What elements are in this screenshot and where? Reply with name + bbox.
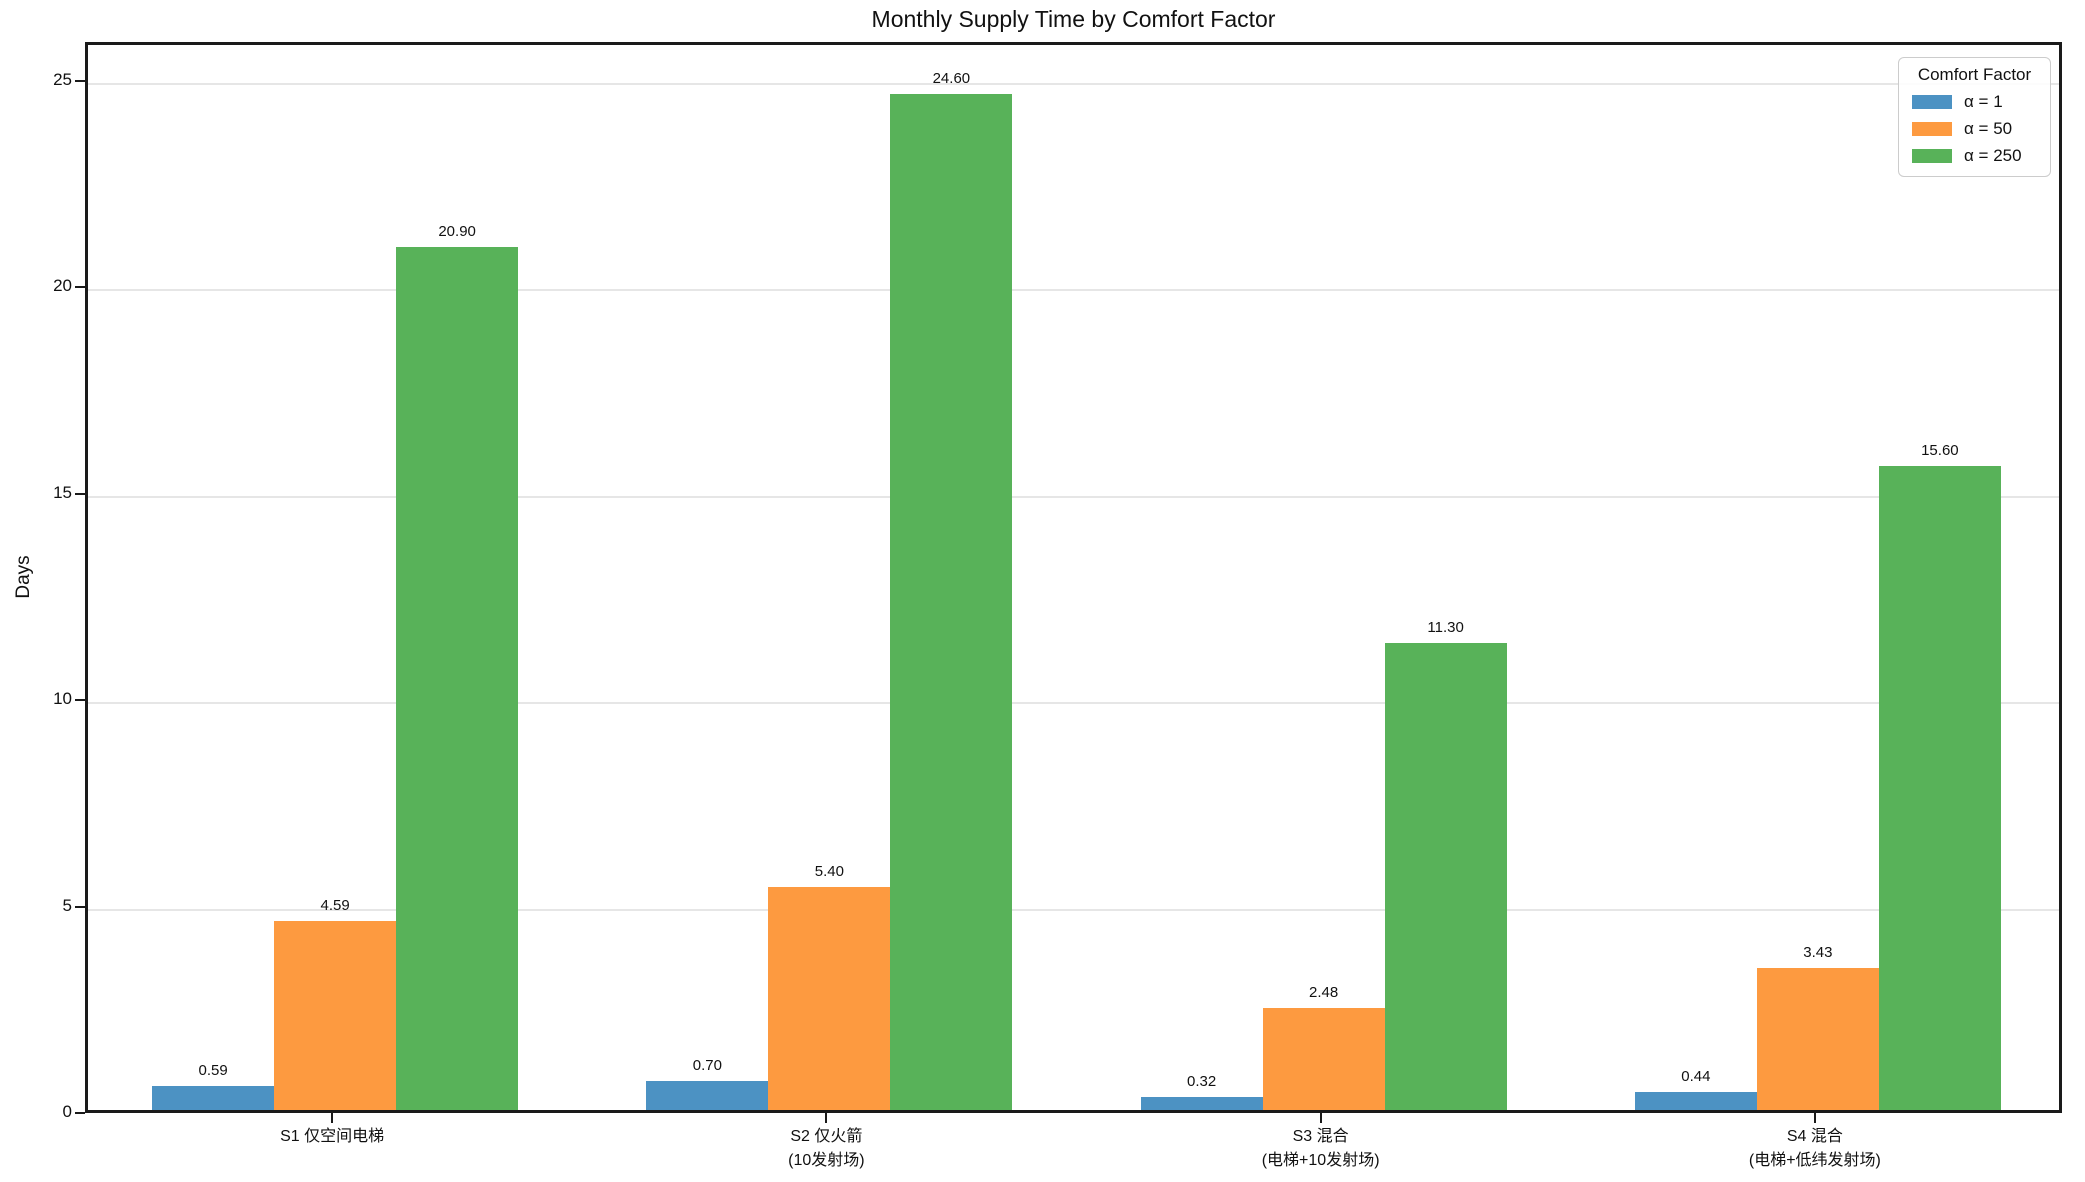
x-tick-mark-2: [825, 1113, 828, 1123]
bar-group3-series3: [1384, 643, 1507, 1110]
x-tick-mark-3: [1319, 1113, 1322, 1123]
bar-group1-series3: [396, 247, 519, 1110]
y-tick-label-10: 10: [53, 689, 72, 709]
y-tick-label-15: 15: [53, 482, 72, 502]
y-tick-mark-20: [75, 286, 85, 289]
legend-entry-3: α = 250: [1912, 146, 2037, 166]
legend: Comfort Factor α = 1 α = 50 α = 250: [1898, 57, 2051, 177]
y-tick-label-0: 0: [62, 1102, 72, 1121]
x-tick-label-4: S4 混合 (电梯+低纬发射场): [1565, 1125, 2065, 1173]
bar-group4-series3: [1878, 465, 2001, 1110]
bar-group2-series2: [768, 887, 891, 1110]
legend-entry-2: α = 50: [1912, 119, 2037, 139]
legend-swatch-icon: [1912, 95, 1952, 109]
legend-entry-label: α = 50: [1964, 119, 2013, 138]
bar-group4-series2: [1756, 968, 1879, 1110]
x-tick-mark-1: [331, 1113, 334, 1123]
x-tick-label-line: S4 混合: [1786, 1128, 1843, 1145]
bar-value-label: 11.30: [1427, 619, 1464, 637]
x-tick-label-line: S3 混合: [1292, 1128, 1349, 1145]
x-tick-label-2: S2 仅火箭 (10发射场): [576, 1125, 1076, 1173]
y-tick-mark-15: [75, 492, 85, 495]
gridline-y10: [88, 702, 2059, 705]
bar-value-label: 0.70: [692, 1057, 722, 1075]
y-tick-label-25: 25: [53, 69, 72, 89]
x-tick-label-1: S1 仅空间电梯: [82, 1125, 582, 1149]
y-tick-label-5: 5: [62, 895, 72, 915]
bar-value-label: 5.40: [814, 863, 844, 881]
x-tick-mark-4: [1813, 1113, 1816, 1123]
bar-value-label: 15.60: [1921, 441, 1959, 459]
bar-value-label: 20.90: [438, 223, 476, 241]
legend-title: Comfort Factor: [1917, 65, 2032, 84]
y-tick-label-20: 20: [53, 276, 72, 296]
chart-title: Monthly Supply Time by Comfort Factor: [871, 6, 1276, 32]
bar-group4-series1: [1634, 1091, 1757, 1110]
y-tick-mark-10: [75, 699, 85, 702]
legend-entry-label: α = 250: [1964, 146, 2022, 165]
x-tick-label-line: (10发射场): [788, 1152, 865, 1169]
bar-group2-series3: [890, 94, 1013, 1110]
x-tick-label-line: S1 仅空间电梯: [280, 1128, 385, 1145]
gridline-y5: [88, 908, 2059, 911]
legend-entry-1: α = 1: [1912, 92, 2037, 112]
bar-group3-series2: [1262, 1007, 1385, 1110]
x-tick-label-line: (电梯+低纬发射场): [1748, 1152, 1881, 1169]
legend-entry-label: α = 1: [1964, 92, 2003, 111]
x-tick-label-3: S3 混合 (电梯+10发射场): [1071, 1125, 1571, 1173]
bar-value-label: 3.43: [1803, 944, 1833, 962]
bar-value-label: 4.59: [320, 896, 350, 914]
bar-value-label: 0.44: [1681, 1067, 1711, 1085]
y-tick-mark-5: [75, 905, 85, 908]
gridline-y15: [88, 495, 2059, 498]
bar-group2-series1: [646, 1081, 769, 1110]
gridline-y20: [88, 289, 2059, 292]
x-tick-label-line: S2 仅火箭: [790, 1128, 863, 1145]
bar-value-label: 2.48: [1309, 983, 1339, 1001]
x-tick-label-line: (电梯+10发射场): [1261, 1152, 1380, 1169]
y-tick-mark-25: [75, 79, 85, 82]
bar-group1-series2: [274, 920, 397, 1110]
y-tick-mark-0: [75, 1112, 85, 1114]
bar-value-label: 24.60: [932, 70, 971, 88]
bar-group3-series1: [1140, 1096, 1263, 1110]
bar-group1-series1: [152, 1085, 275, 1110]
y-axis-label: Days: [13, 555, 34, 599]
bar-value-label: 0.59: [198, 1061, 228, 1079]
gridline-y25: [88, 82, 2059, 85]
legend-swatch-icon: [1912, 122, 1952, 136]
legend-swatch-icon: [1912, 149, 1952, 163]
bar-value-label: 0.32: [1187, 1072, 1217, 1090]
plot-area: Comfort Factor α = 1 α = 50 α = 250 0.59 4.…: [85, 42, 2062, 1113]
